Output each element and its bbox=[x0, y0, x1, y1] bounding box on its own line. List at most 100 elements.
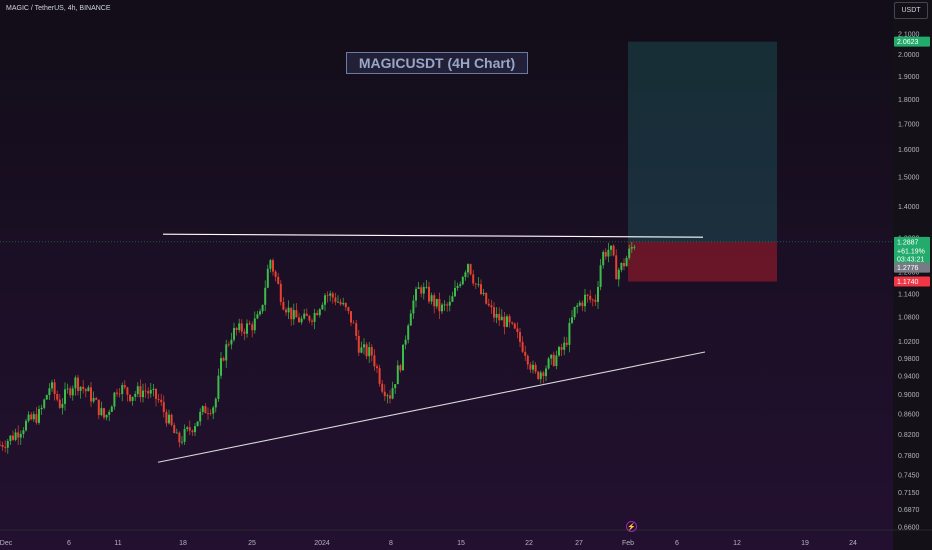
candle-body bbox=[0, 444, 1, 446]
candle-body bbox=[581, 302, 584, 307]
candle-body bbox=[30, 414, 33, 420]
candle-body bbox=[149, 389, 152, 394]
candle-body bbox=[251, 324, 254, 331]
candle-body bbox=[521, 341, 524, 352]
candle-body bbox=[399, 365, 402, 371]
candle-body bbox=[113, 392, 116, 407]
candle-body bbox=[623, 262, 625, 267]
candle-body bbox=[295, 310, 298, 318]
candle-body bbox=[14, 432, 17, 440]
candle-body bbox=[485, 292, 488, 304]
candle-body bbox=[230, 339, 233, 345]
candle-body bbox=[292, 310, 295, 320]
price-tag bbox=[894, 245, 930, 256]
candle-body bbox=[233, 328, 235, 340]
symbol-info: MAGIC / TetherUS, 4h, BINANCE bbox=[6, 5, 111, 12]
candle-body bbox=[95, 398, 98, 400]
candle-body bbox=[243, 331, 246, 334]
candle-body bbox=[334, 297, 337, 302]
candle-body bbox=[246, 323, 248, 334]
candle-body bbox=[409, 313, 412, 326]
candle-body bbox=[386, 395, 389, 397]
candle-body bbox=[147, 391, 150, 394]
price-tag bbox=[894, 236, 930, 247]
candle-body bbox=[277, 276, 280, 284]
candle-body bbox=[633, 246, 636, 248]
candle-body bbox=[612, 245, 615, 256]
candle-body bbox=[378, 368, 381, 384]
candle-body bbox=[628, 248, 631, 258]
candle-body bbox=[285, 309, 287, 313]
candle-body bbox=[355, 323, 358, 336]
candle-body bbox=[503, 316, 506, 327]
candle-body bbox=[69, 388, 72, 396]
candle-body bbox=[472, 274, 475, 284]
candle-body bbox=[313, 312, 316, 322]
candle-body bbox=[357, 335, 360, 353]
candle-body bbox=[545, 368, 547, 377]
candle-body bbox=[287, 307, 290, 313]
candle-body bbox=[45, 395, 48, 400]
candle-body bbox=[435, 298, 438, 307]
candle-body bbox=[40, 407, 43, 410]
candle-body bbox=[321, 304, 324, 310]
candle-body bbox=[329, 293, 332, 296]
candle-body bbox=[136, 386, 139, 394]
candle-body bbox=[565, 342, 568, 345]
price-tag bbox=[894, 276, 930, 287]
candle-body bbox=[368, 347, 371, 357]
candle-body bbox=[170, 414, 173, 426]
candle-body bbox=[363, 344, 365, 348]
candle-body bbox=[290, 307, 293, 320]
x-tick-label: 19 bbox=[801, 540, 809, 547]
candle-body bbox=[477, 284, 480, 285]
candle-body bbox=[82, 386, 85, 389]
candle-body bbox=[469, 264, 472, 275]
candle-body bbox=[61, 403, 64, 408]
candle-body bbox=[597, 286, 599, 302]
candle-body bbox=[604, 252, 607, 257]
candle-body bbox=[48, 388, 51, 396]
candle-body bbox=[467, 264, 469, 273]
candle-body bbox=[417, 287, 420, 289]
candle-body bbox=[326, 295, 329, 297]
stop-zone bbox=[628, 241, 777, 282]
candle-body bbox=[448, 301, 451, 306]
candle-body bbox=[422, 287, 425, 294]
y-tick-label: 1.6000 bbox=[898, 147, 920, 154]
support-trendline bbox=[157, 351, 706, 463]
candle-body bbox=[64, 389, 66, 404]
candle-body bbox=[506, 316, 508, 327]
candle-body bbox=[594, 299, 597, 302]
candle-body bbox=[264, 287, 267, 305]
candle-body bbox=[66, 388, 69, 390]
candle-body bbox=[547, 358, 550, 369]
candle-body bbox=[38, 409, 40, 423]
candle-body bbox=[144, 390, 147, 392]
candle-body bbox=[342, 303, 345, 305]
candle-body bbox=[121, 385, 124, 394]
candle-body bbox=[560, 347, 563, 350]
candle-body bbox=[97, 399, 100, 416]
profit-zone bbox=[628, 41, 777, 242]
candle-body bbox=[404, 339, 407, 345]
candle-body bbox=[100, 408, 103, 416]
candle-body bbox=[79, 386, 82, 391]
candle-body bbox=[350, 311, 352, 323]
y-tick-label: 0.7450 bbox=[898, 473, 920, 480]
candle-body bbox=[27, 414, 30, 421]
candle-body bbox=[365, 344, 368, 357]
candle-body bbox=[532, 364, 534, 370]
candle-body bbox=[402, 344, 404, 371]
y-tick-label: 1.5000 bbox=[898, 175, 920, 182]
candle-body bbox=[220, 358, 222, 376]
candle-body bbox=[482, 292, 485, 295]
lightning-icon[interactable]: ⚡ bbox=[626, 521, 637, 532]
currency-button[interactable]: USDT bbox=[894, 2, 928, 19]
candle-body bbox=[51, 382, 53, 389]
y-tick-label: 2.0000 bbox=[898, 52, 920, 59]
x-tick-label: 15 bbox=[457, 540, 465, 547]
y-tick-label: 0.6600 bbox=[898, 524, 920, 531]
price-tag-label: 1.1740 bbox=[897, 279, 919, 286]
